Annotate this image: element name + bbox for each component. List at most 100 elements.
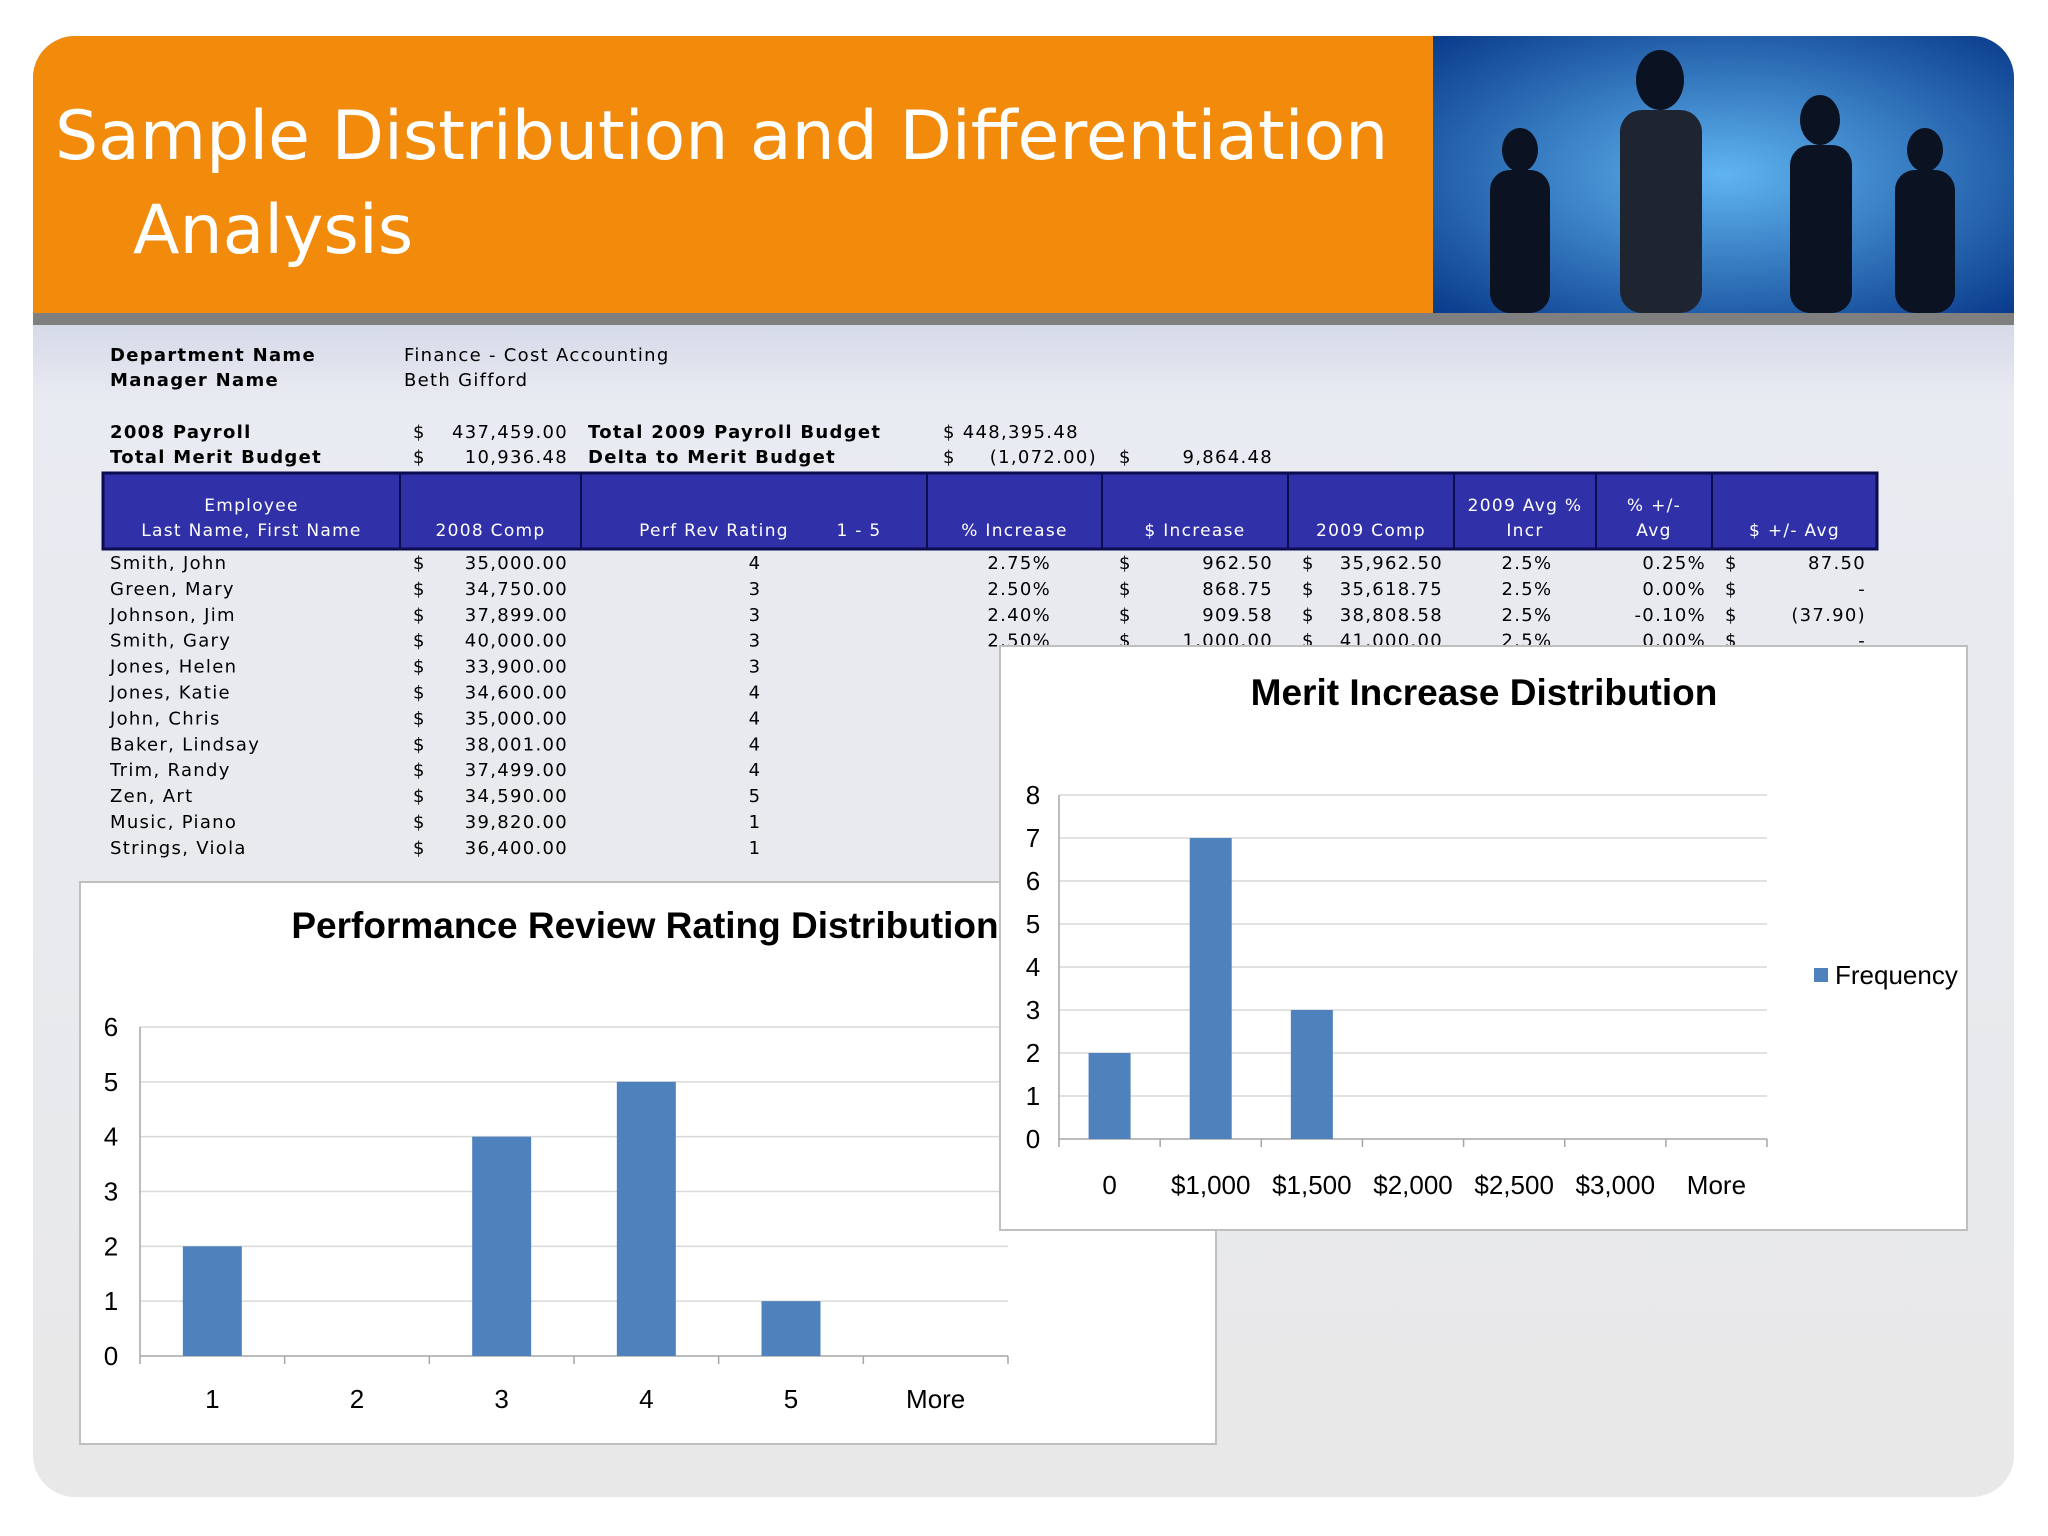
cell: $ <box>1302 553 1315 574</box>
cell: $ <box>1119 553 1132 574</box>
legend-label: Frequency <box>1835 960 1958 990</box>
cell: 0.00% <box>1642 579 1706 600</box>
x-tick-label: 2 <box>350 1384 364 1414</box>
cell: Strings, Viola <box>110 838 247 859</box>
table: Employee Last Name, First Name 2008 Comp Pe… <box>101 471 1879 859</box>
cell: 4 <box>749 553 762 574</box>
cell: 0.25% <box>1642 553 1706 574</box>
x-tick-label: $2,500 <box>1474 1170 1554 1200</box>
cell: 2.50% <box>987 579 1051 600</box>
bar <box>761 1301 821 1356</box>
cell: 38,808.58 <box>1340 605 1443 626</box>
cell: Green, Mary <box>110 579 235 600</box>
value: 10,936.48 <box>465 447 568 468</box>
cell: $ <box>413 657 426 678</box>
label: 2008 Payroll <box>110 422 252 443</box>
x-tick-label: More <box>906 1384 965 1414</box>
bar <box>1290 1010 1333 1139</box>
x-tick-label: More <box>1687 1170 1746 1200</box>
table-header <box>101 471 1879 551</box>
cell: 1 <box>749 838 762 859</box>
x-tick-label: $1,000 <box>1171 1170 1251 1200</box>
header-text: Last Name, First Name <box>141 521 361 541</box>
y-tick-label: 3 <box>104 1177 118 1207</box>
x-tick-label: $3,000 <box>1576 1170 1656 1200</box>
cell: Smith, John <box>110 553 227 574</box>
x-tick-label: 3 <box>494 1384 508 1414</box>
value: $ 448,395.48 <box>943 422 1079 443</box>
cell: 34,600.00 <box>465 683 568 704</box>
y-tick-label: 0 <box>104 1341 118 1371</box>
value: (1,072.00) <box>990 447 1097 468</box>
y-tick-label: 8 <box>1026 780 1040 810</box>
chart-title: Performance Review Rating Distribution <box>291 905 998 946</box>
value: $ <box>1119 447 1132 468</box>
cell: 2.5% <box>1502 605 1553 626</box>
y-tick-label: 1 <box>1026 1081 1040 1111</box>
legend-swatch <box>1814 968 1828 982</box>
cell: - <box>1858 631 1866 652</box>
title: Analysis <box>133 191 413 270</box>
x-tick-label: 0 <box>1102 1170 1116 1200</box>
value: Beth Gifford <box>404 370 528 391</box>
header-text: 1 - 5 <box>836 521 881 541</box>
x-tick-label: 5 <box>784 1384 798 1414</box>
header-text: 2008 Comp <box>436 521 546 541</box>
value: 437,459.00 <box>452 422 568 443</box>
cell: 2.5% <box>1502 579 1553 600</box>
cell: 2.5% <box>1502 553 1553 574</box>
charts: Performance Review Rating Distribution 0 1… <box>79 645 1968 1445</box>
bar <box>182 1246 242 1356</box>
cell: 3 <box>749 657 762 678</box>
cell: $ <box>1302 605 1315 626</box>
y-tick-label: 0 <box>1026 1124 1040 1154</box>
y-tick-label: 4 <box>1026 952 1040 982</box>
header-text: % +/- <box>1627 496 1681 516</box>
y-tick-label: 2 <box>104 1231 118 1261</box>
cell: 4 <box>749 708 762 729</box>
cell: $ <box>1119 579 1132 600</box>
cell: $ <box>413 708 426 729</box>
cell: 34,590.00 <box>465 786 568 807</box>
value: $ <box>413 447 426 468</box>
y-tick-label: 5 <box>104 1067 118 1097</box>
header-text: Perf Rev Rating <box>639 521 789 541</box>
silhouettes <box>1490 50 1955 313</box>
cell: 35,618.75 <box>1340 579 1443 600</box>
cell: 87.50 <box>1808 553 1866 574</box>
bar <box>1189 838 1232 1139</box>
cell: 35,000.00 <box>465 708 568 729</box>
header-text: 2009 Comp <box>1316 521 1426 541</box>
cell: 36,400.00 <box>465 838 568 859</box>
cell: 4 <box>749 683 762 704</box>
bar <box>472 1136 532 1356</box>
header-text: Employee <box>204 496 299 516</box>
value: 9,864.48 <box>1182 447 1273 468</box>
cell: 37,899.00 <box>465 605 568 626</box>
cell: 34,750.00 <box>465 579 568 600</box>
cell: 3 <box>749 631 762 652</box>
cell: 35,962.50 <box>1340 553 1443 574</box>
y-tick-label: 5 <box>1026 909 1040 939</box>
value: Finance - Cost Accounting <box>404 345 670 366</box>
cell: $ <box>413 605 426 626</box>
cell: 39,820.00 <box>465 812 568 833</box>
label: Department Name <box>110 345 316 366</box>
cell: $ <box>1302 579 1315 600</box>
bar <box>1088 1053 1131 1139</box>
cell: 2.75% <box>987 553 1051 574</box>
label: Manager Name <box>110 370 279 391</box>
cell: $ <box>413 683 426 704</box>
bar <box>616 1081 676 1356</box>
cell: Zen, Art <box>110 786 193 807</box>
cell: 5 <box>749 786 762 807</box>
cell: $ <box>1119 631 1132 652</box>
cell: John, Chris <box>109 708 221 729</box>
cell: 962.50 <box>1202 553 1273 574</box>
cell: $ <box>413 760 426 781</box>
y-tick-label: 3 <box>1026 995 1040 1025</box>
cell: $ <box>413 812 426 833</box>
y-tick-label: 1 <box>104 1286 118 1316</box>
x-tick-label: $1,500 <box>1272 1170 1352 1200</box>
